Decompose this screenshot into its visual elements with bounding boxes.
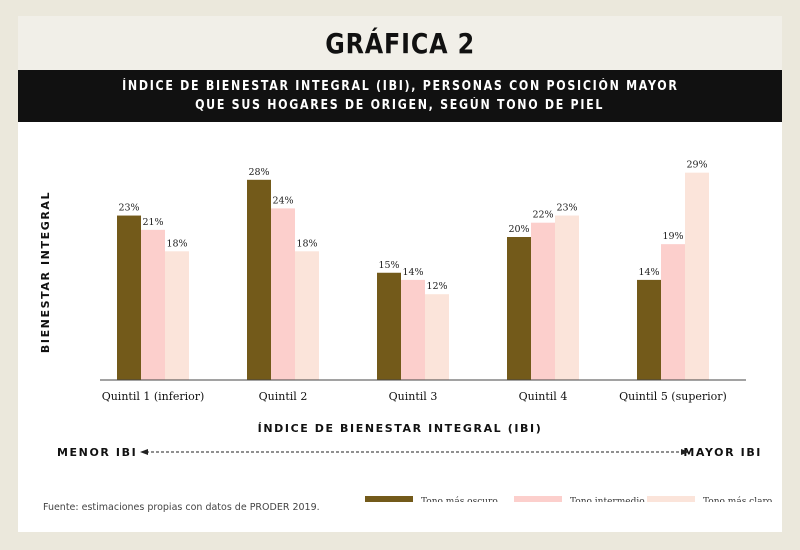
bar-quintil-5-superior-tono-intermedio bbox=[661, 244, 685, 380]
y-axis-label: BIENESTAR INTEGRAL bbox=[39, 191, 52, 353]
bar-quintil-3-tono-mas-oscuro bbox=[377, 272, 401, 380]
source-note: Fuente: estimaciones propias con datos d… bbox=[43, 502, 320, 513]
bar-quintil-3-tono-mas-claro bbox=[425, 294, 449, 380]
bar-quintil-2-tono-intermedio bbox=[271, 208, 295, 380]
legend-swatch-tono-mas-oscuro bbox=[365, 496, 413, 502]
title-band: GRÁFICA 2 bbox=[18, 16, 782, 70]
bar-quintil-2-tono-mas-oscuro bbox=[247, 179, 271, 380]
value-label-quintil-5-superior-tono-mas-claro: 29% bbox=[686, 160, 707, 171]
bar-quintil-5-superior-tono-mas-oscuro bbox=[637, 279, 661, 380]
bar-quintil-4-tono-mas-oscuro bbox=[507, 237, 531, 380]
value-label-quintil-4-tono-mas-oscuro: 20% bbox=[508, 224, 529, 235]
bar-chart: 23%21%18%28%24%18%15%14%12%20%22%23%14%1… bbox=[39, 160, 772, 502]
chart-title: GRÁFICA 2 bbox=[325, 26, 475, 60]
bar-quintil-4-tono-mas-claro bbox=[555, 215, 579, 380]
arrow-left-icon bbox=[140, 449, 148, 455]
value-label-quintil-3-tono-intermedio: 14% bbox=[402, 267, 423, 278]
bar-quintil-1-inferior-tono-mas-claro bbox=[165, 251, 189, 380]
value-label-quintil-1-inferior-tono-mas-oscuro: 23% bbox=[118, 203, 139, 214]
legend-label-tono-mas-claro: Tono más claro bbox=[703, 496, 772, 502]
value-label-quintil-5-superior-tono-mas-oscuro: 14% bbox=[638, 267, 659, 278]
subtitle-line-1: ÍNDICE DE BIENESTAR INTEGRAL (IBI), PERS… bbox=[121, 79, 679, 94]
value-label-quintil-2-tono-intermedio: 24% bbox=[272, 195, 293, 206]
category-label-quintil-2: Quintil 2 bbox=[259, 390, 308, 403]
value-label-quintil-1-inferior-tono-mas-claro: 18% bbox=[166, 238, 187, 249]
bar-quintil-5-superior-tono-mas-claro bbox=[685, 172, 709, 380]
category-label-quintil-5-superior: Quintil 5 (superior) bbox=[619, 390, 727, 403]
value-label-quintil-2-tono-mas-claro: 18% bbox=[296, 238, 317, 249]
value-label-quintil-2-tono-mas-oscuro: 28% bbox=[248, 167, 269, 178]
bar-quintil-1-inferior-tono-intermedio bbox=[141, 229, 165, 380]
legend-swatch-tono-mas-claro bbox=[647, 496, 695, 502]
legend: Tono más oscuro Tono intermedio Tono más c… bbox=[365, 496, 772, 502]
bar-quintil-2-tono-mas-claro bbox=[295, 251, 319, 380]
value-label-quintil-3-tono-mas-claro: 12% bbox=[426, 281, 447, 292]
subtitle-line-2: QUE SUS HOGARES DE ORIGEN, SEGÚN TONO DE… bbox=[195, 98, 605, 113]
arrow-right-icon bbox=[681, 449, 689, 455]
bar-quintil-1-inferior-tono-mas-oscuro bbox=[117, 215, 141, 380]
category-label-quintil-4: Quintil 4 bbox=[519, 390, 568, 403]
x-axis-label: ÍNDICE DE BIENESTAR INTEGRAL (IBI) bbox=[258, 422, 543, 435]
bar-quintil-3-tono-intermedio bbox=[401, 279, 425, 380]
legend-label-tono-mas-oscuro: Tono más oscuro bbox=[421, 496, 498, 502]
chart-card: GRÁFICA 2 ÍNDICE DE BIENESTAR INTEGRAL (… bbox=[18, 16, 782, 532]
value-label-quintil-3-tono-mas-oscuro: 15% bbox=[378, 260, 399, 271]
bar-quintil-4-tono-intermedio bbox=[531, 222, 555, 380]
axis-left-label: MENOR IBI bbox=[57, 446, 137, 459]
axis-right-label: MAYOR IBI bbox=[683, 446, 762, 459]
value-label-quintil-4-tono-mas-claro: 23% bbox=[556, 203, 577, 214]
value-label-quintil-1-inferior-tono-intermedio: 21% bbox=[142, 217, 163, 228]
value-labels-group: 23%21%18%28%24%18%15%14%12%20%22%23%14%1… bbox=[118, 160, 707, 293]
legend-swatch-tono-intermedio bbox=[514, 496, 562, 502]
category-labels-group: Quintil 1 (inferior) Quintil 2 Quintil 3 Qu… bbox=[102, 390, 727, 403]
bars-group bbox=[117, 172, 709, 380]
category-label-quintil-1-inferior: Quintil 1 (inferior) bbox=[102, 390, 205, 403]
subtitle-band: ÍNDICE DE BIENESTAR INTEGRAL (IBI), PERS… bbox=[18, 70, 782, 122]
value-label-quintil-4-tono-intermedio: 22% bbox=[532, 210, 553, 221]
legend-label-tono-intermedio: Tono intermedio bbox=[570, 497, 645, 502]
category-label-quintil-3: Quintil 3 bbox=[389, 390, 438, 403]
value-label-quintil-5-superior-tono-intermedio: 19% bbox=[662, 231, 683, 242]
